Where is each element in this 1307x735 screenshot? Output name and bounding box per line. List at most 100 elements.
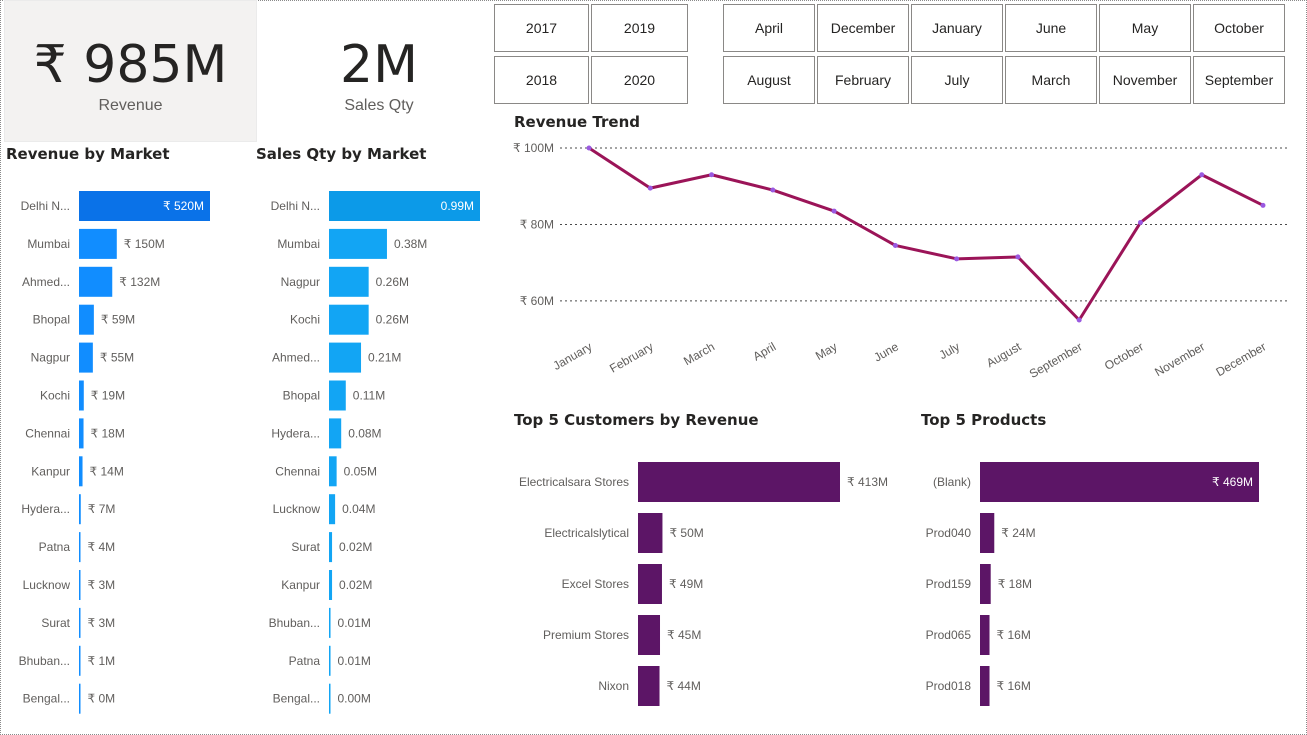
year-2019-button[interactable]: 2019: [591, 4, 688, 52]
bar[interactable]: [980, 615, 990, 655]
year-slicer: 2017 2019 2018 2020: [494, 4, 688, 104]
revenue-trend-chart[interactable]: ₹ 100M ₹ 80M ₹ 60M January February March Apri…: [500, 132, 1300, 392]
bar[interactable]: [79, 191, 210, 221]
bar[interactable]: [980, 666, 990, 706]
top-customers-chart[interactable]: Electricalsara Stores ₹ 413M Electricalsly…: [500, 450, 910, 715]
bar[interactable]: [329, 645, 331, 676]
sales-qty-label: Sales Qty: [344, 97, 414, 114]
sales-qty-kpi[interactable]: 2M Sales Qty: [260, 35, 498, 115]
bar[interactable]: [638, 666, 660, 706]
data-point[interactable]: [1199, 172, 1205, 178]
data-label: ₹ 469M: [1212, 475, 1253, 489]
x-tick-label: June: [871, 339, 901, 364]
data-point[interactable]: [1076, 317, 1082, 323]
x-tick-label: May: [813, 339, 840, 362]
category-label: Hydera...: [271, 426, 320, 440]
bar[interactable]: [638, 615, 661, 655]
bar[interactable]: [79, 418, 84, 449]
category-label: Kochi: [40, 389, 70, 403]
data-point[interactable]: [954, 256, 960, 262]
category-label: Surat: [291, 540, 320, 554]
category-label: Ahmed...: [272, 351, 320, 365]
month-august-button[interactable]: August: [723, 56, 815, 104]
bar[interactable]: [980, 564, 991, 604]
data-label: ₹ 45M: [667, 628, 701, 642]
bar[interactable]: [79, 494, 81, 525]
category-label: Excel Stores: [562, 577, 629, 591]
revenue-by-market-chart[interactable]: Delhi N... ₹ 520M Mumbai ₹ 150M Ahmed... ₹ 13…: [0, 180, 250, 720]
month-may-button[interactable]: May: [1099, 4, 1191, 52]
bar[interactable]: [638, 513, 663, 553]
category-label: Mumbai: [27, 237, 70, 251]
data-label: 0.01M: [338, 654, 371, 668]
year-2018-button[interactable]: 2018: [494, 56, 589, 104]
bar[interactable]: [79, 228, 117, 259]
bar[interactable]: [329, 418, 342, 449]
bar[interactable]: [329, 570, 333, 600]
month-april-button[interactable]: April: [723, 4, 815, 52]
data-point[interactable]: [831, 208, 837, 214]
category-label: Nagpur: [31, 351, 70, 365]
bar[interactable]: [329, 607, 331, 638]
bar[interactable]: [329, 683, 331, 714]
category-label: Prod065: [926, 628, 972, 642]
bar[interactable]: [79, 532, 81, 563]
month-july-button[interactable]: July: [911, 56, 1003, 104]
month-december-button[interactable]: December: [817, 4, 909, 52]
bar[interactable]: [329, 456, 337, 487]
bar[interactable]: [79, 304, 94, 335]
data-label: ₹ 55M: [100, 351, 134, 365]
bar[interactable]: [79, 645, 81, 676]
bar[interactable]: [638, 564, 662, 604]
bar[interactable]: [79, 342, 93, 373]
data-point[interactable]: [1260, 202, 1266, 208]
bar[interactable]: [329, 342, 362, 373]
data-point[interactable]: [770, 187, 776, 193]
bar[interactable]: [329, 532, 333, 563]
year-2020-button[interactable]: 2020: [591, 56, 688, 104]
month-october-button[interactable]: October: [1193, 4, 1285, 52]
bar[interactable]: [329, 191, 480, 221]
data-label: ₹ 0M: [88, 692, 116, 706]
bar[interactable]: [329, 228, 387, 259]
bar[interactable]: [638, 462, 840, 502]
data-label: ₹ 24M: [1001, 526, 1035, 540]
data-point[interactable]: [647, 185, 653, 191]
bar[interactable]: [980, 513, 995, 553]
month-march-button[interactable]: March: [1005, 56, 1097, 104]
data-label: ₹ 19M: [91, 389, 125, 403]
data-point[interactable]: [892, 242, 898, 248]
data-point[interactable]: [709, 172, 715, 178]
category-label: Delhi N...: [21, 199, 70, 213]
data-point[interactable]: [586, 145, 592, 151]
bar[interactable]: [329, 266, 369, 297]
bar[interactable]: [79, 683, 81, 714]
bar[interactable]: [329, 494, 336, 525]
revenue-card[interactable]: [4, 0, 257, 142]
bar[interactable]: [329, 304, 369, 335]
data-point[interactable]: [1137, 220, 1143, 226]
sales-qty-by-market-chart[interactable]: Delhi N... 0.99M Mumbai 0.38M Nagpur 0.26M Koc…: [250, 180, 500, 720]
data-label: ₹ 7M: [88, 502, 116, 516]
month-february-button[interactable]: February: [817, 56, 909, 104]
revenue-trend-title: Revenue Trend: [514, 113, 640, 131]
revenue-value: ₹ 985M: [33, 35, 228, 95]
top-products-title: Top 5 Products: [921, 411, 1047, 429]
month-january-button[interactable]: January: [911, 4, 1003, 52]
month-june-button[interactable]: June: [1005, 4, 1097, 52]
data-label: 0.02M: [339, 578, 372, 592]
bar[interactable]: [980, 462, 1259, 502]
bar[interactable]: [79, 266, 113, 297]
data-point[interactable]: [1015, 254, 1021, 260]
month-september-button[interactable]: September: [1193, 56, 1285, 104]
bar[interactable]: [79, 380, 84, 411]
bar[interactable]: [329, 380, 346, 411]
bar[interactable]: [79, 456, 83, 487]
bar[interactable]: [79, 607, 81, 638]
top-products-chart[interactable]: (Blank) ₹ 469M Prod040 ₹ 24M Prod159 ₹ 18M Pro…: [910, 450, 1300, 715]
year-2017-button[interactable]: 2017: [494, 4, 589, 52]
category-label: Kanpur: [281, 578, 320, 592]
x-tick-label: November: [1152, 339, 1207, 379]
month-november-button[interactable]: November: [1099, 56, 1191, 104]
bar[interactable]: [79, 570, 81, 600]
